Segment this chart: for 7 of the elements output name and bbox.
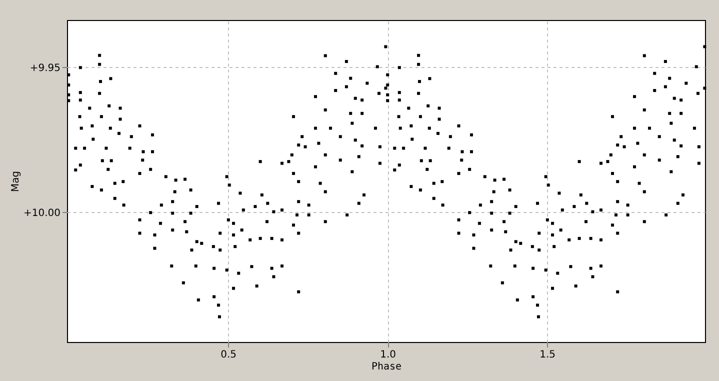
y-tick-label: +10.00 [23,208,60,219]
y-tick-label: +9.95 [30,62,60,74]
x-tick-label: 1.5 [540,350,556,360]
x-axis-title: Phase [371,362,402,372]
y-axis-title: Mag [10,170,22,192]
x-tick-label: 1.0 [380,350,396,360]
x-tick-label: 0.5 [220,350,237,360]
